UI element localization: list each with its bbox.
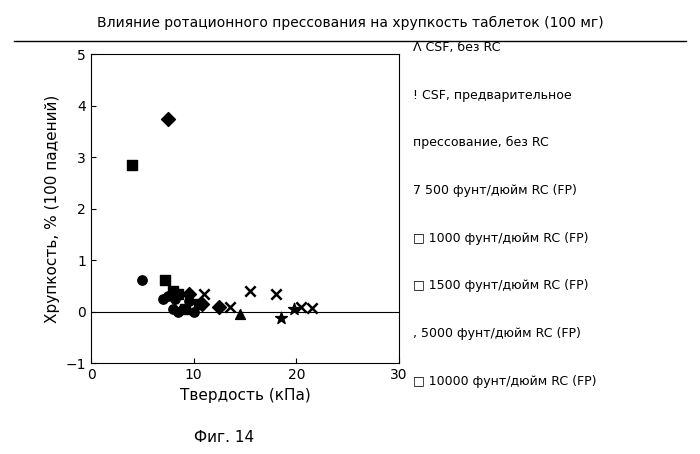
Point [160, 276, 171, 283]
Text: , 5000 фунт/дюйм RC (FP): , 5000 фунт/дюйм RC (FP) [413, 327, 581, 340]
Point [288, 306, 300, 313]
Text: прессование, без RC: прессование, без RC [413, 136, 549, 149]
Text: Λ CSF, без RC: Λ CSF, без RC [413, 41, 500, 54]
Text: □ 10000 фунт/дюйм RC (FP): □ 10000 фунт/дюйм RC (FP) [413, 375, 596, 388]
Point [169, 295, 181, 302]
Y-axis label: Хрупкость, % (100 падений): Хрупкость, % (100 падений) [45, 95, 60, 323]
Point [173, 290, 184, 297]
Point [127, 162, 138, 169]
Point [167, 306, 178, 313]
Point [198, 290, 209, 297]
Point [196, 301, 207, 308]
Point [306, 304, 317, 311]
Point [270, 290, 281, 297]
Point [183, 290, 194, 297]
Text: 7 500 фунт/дюйм RC (FP): 7 500 фунт/дюйм RC (FP) [413, 184, 577, 197]
Point [244, 287, 256, 295]
Text: Фиг. 14: Фиг. 14 [194, 430, 254, 445]
Point [183, 298, 194, 305]
Point [162, 293, 174, 300]
Point [162, 115, 174, 123]
Point [193, 301, 204, 308]
Point [167, 287, 178, 295]
Text: □ 1000 фунт/дюйм RC (FP): □ 1000 фунт/дюйм RC (FP) [413, 232, 589, 245]
Point [234, 311, 246, 318]
Point [158, 295, 169, 302]
Point [136, 276, 148, 283]
Point [188, 308, 199, 316]
Point [173, 308, 184, 316]
Point [224, 303, 235, 310]
Point [214, 303, 225, 310]
Point [275, 314, 286, 321]
Point [296, 303, 307, 310]
Text: Влияние ротационного прессования на хрупкость таблеток (100 мг): Влияние ротационного прессования на хруп… [97, 16, 603, 30]
Point [180, 306, 191, 313]
Point [178, 306, 189, 313]
X-axis label: Твердость (кПа): Твердость (кПа) [180, 388, 310, 403]
Text: ! CSF, предварительное: ! CSF, предварительное [413, 89, 572, 102]
Text: □ 1500 фунт/дюйм RC (FP): □ 1500 фунт/дюйм RC (FP) [413, 279, 589, 292]
